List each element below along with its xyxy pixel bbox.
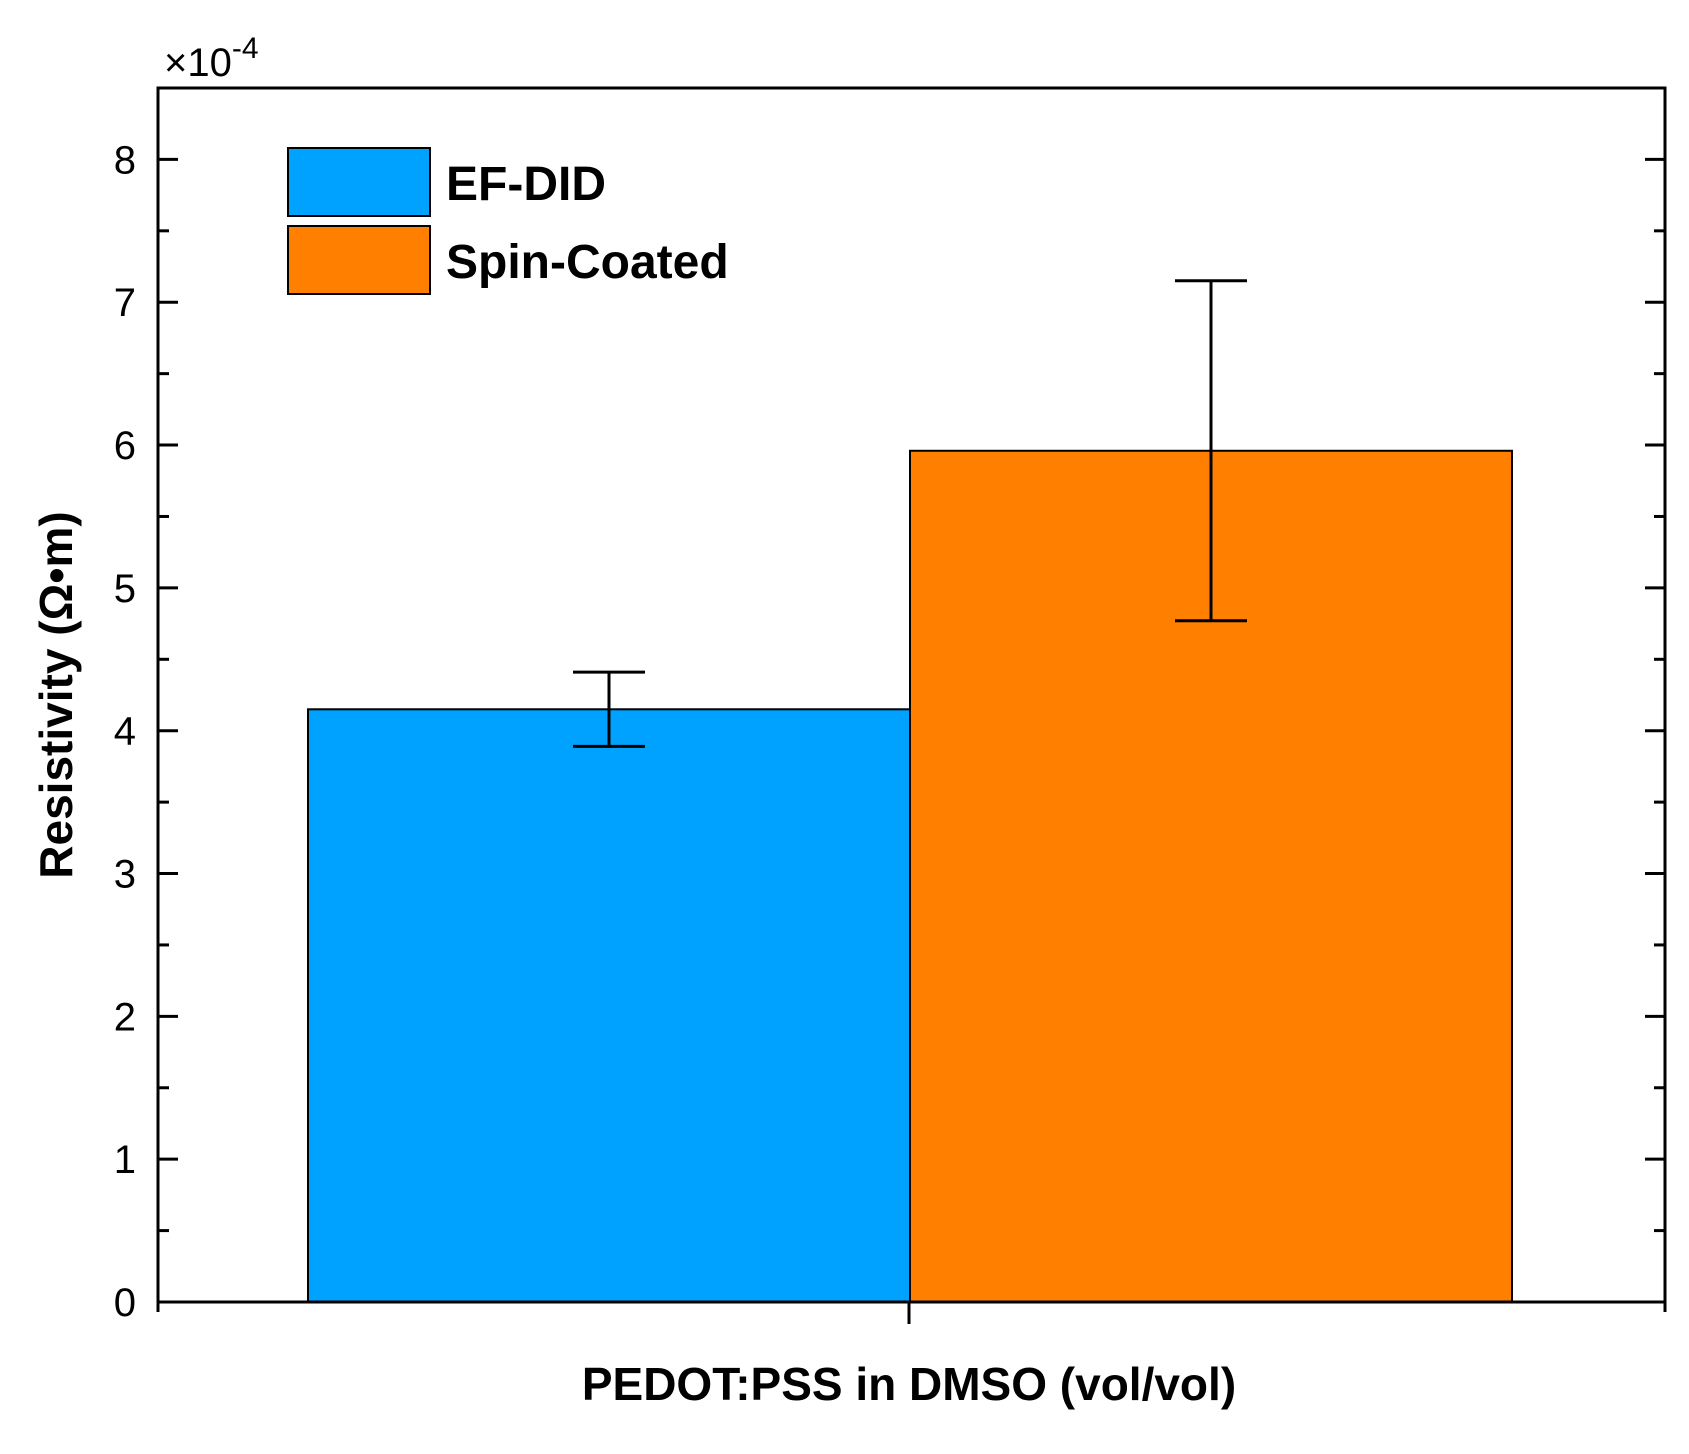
legend-swatch-ef-did <box>287 147 431 217</box>
plot-frame <box>156 86 1667 1304</box>
y-tick-label: 3 <box>114 853 136 897</box>
y-tick-label: 5 <box>114 567 136 611</box>
y-tick-label: 0 <box>114 1281 136 1325</box>
y-axis-multiplier: ×10-4 <box>164 32 259 85</box>
error-bar-ef-did <box>573 670 645 748</box>
legend-label-ef-did: EF-DID <box>446 158 606 211</box>
error-bars-layer <box>573 279 1247 748</box>
bar-ef-did <box>307 708 911 1303</box>
legend: EF-DID Spin-Coated <box>287 147 729 295</box>
tick-labels-layer: 0 1 2 3 4 5 6 7 8 <box>114 138 136 1325</box>
y-tick-label: 4 <box>114 710 136 754</box>
y-tick-label: 7 <box>114 281 136 325</box>
y-tick-label: 8 <box>114 138 136 182</box>
legend-swatch-spin-coated <box>287 225 431 295</box>
x-axis-title: PEDOT:PSS in DMSO (vol/vol) <box>582 1358 1236 1410</box>
error-bar-spin-coated <box>1175 279 1247 623</box>
y-multiplier-base: ×10 <box>164 41 232 85</box>
ticks-layer <box>156 86 1667 1324</box>
y-tick-label: 6 <box>114 424 136 468</box>
legend-label-spin-coated: Spin-Coated <box>446 236 729 289</box>
y-multiplier-exponent: -4 <box>232 32 259 65</box>
bars-layer <box>307 449 1513 1303</box>
y-axis-title: Resistivity (Ω•m) <box>30 511 82 878</box>
y-tick-label: 1 <box>114 1138 136 1182</box>
y-tick-label: 2 <box>114 995 136 1039</box>
